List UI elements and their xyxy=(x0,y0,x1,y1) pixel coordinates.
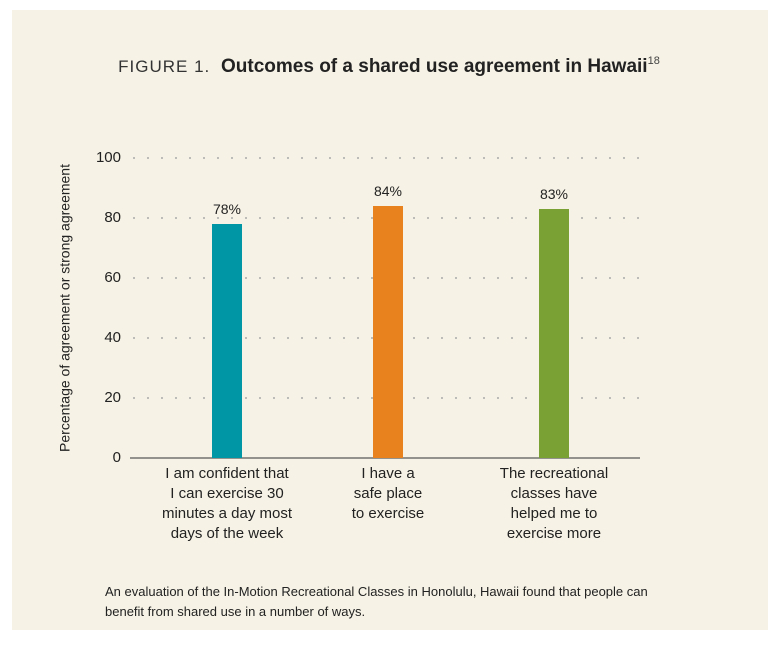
bar xyxy=(539,209,569,458)
value-label: 84% xyxy=(374,183,402,199)
y-tick-label: 0 xyxy=(113,449,121,466)
value-label: 83% xyxy=(540,186,568,202)
caption: An evaluation of the In-Motion Recreatio… xyxy=(105,584,648,619)
x-tick-label: I have a safe place to exercise xyxy=(352,465,425,522)
bar xyxy=(373,206,403,458)
y-tick-label: 40 xyxy=(104,329,121,346)
y-axis-label: Percentage of agreement or strong agreem… xyxy=(57,164,73,452)
x-tick-label: I am confident that I can exercise 30 minu… xyxy=(162,465,293,542)
chart-title: FIGURE 1. Outcomes of a shared use agree… xyxy=(118,55,660,77)
y-tick-label: 80 xyxy=(104,209,121,226)
x-tick-label: The recreational classes have helped me to… xyxy=(500,465,608,542)
figure-label: FIGURE 1. xyxy=(118,57,210,76)
y-tick-label: 60 xyxy=(104,269,121,286)
title-note: 18 xyxy=(648,55,660,67)
y-tick-label: 100 xyxy=(96,149,121,166)
title: Outcomes of a shared use agreement in Ha… xyxy=(221,56,648,77)
bar xyxy=(212,224,242,458)
value-label: 78% xyxy=(213,201,241,217)
y-tick-label: 20 xyxy=(104,389,121,406)
